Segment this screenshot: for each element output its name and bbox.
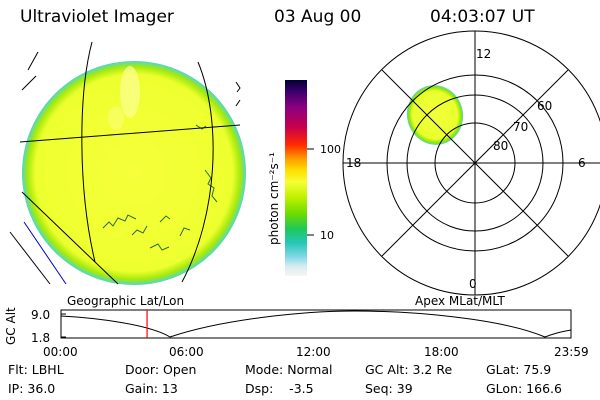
lon-line [181, 61, 214, 283]
seq-status: Seq: 39 [365, 381, 413, 396]
glat-status: GLat: 75.9 [486, 362, 552, 377]
coastline [21, 51, 241, 107]
filter-status: Flt: LBHL [8, 362, 64, 377]
mlt-label-0: 0 [469, 277, 477, 291]
time-label: 04:03:07 UT [430, 7, 535, 27]
timeline-tick-0000: 00:00 [43, 345, 78, 359]
instrument-title: Ultraviolet Imager [20, 7, 174, 27]
timeline-y-top: 9.0 [31, 308, 51, 322]
geographic-image [9, 41, 246, 285]
lon-line [9, 231, 51, 285]
lat-label-80: 80 [493, 139, 509, 153]
dsp-status: Dsp: -3.5 [245, 381, 314, 396]
altitude-curve [60, 310, 572, 338]
bright-patch [120, 66, 140, 118]
apex-label: Apex MLat/MLT [415, 294, 505, 308]
lat-label-70: 70 [513, 120, 529, 134]
colorbar-unit-label: photon cm⁻²s⁻¹ [267, 152, 281, 245]
ip-status: IP: 36.0 [8, 381, 56, 396]
mlt-label-18: 18 [346, 156, 362, 170]
mode-status: Mode: Normal [245, 362, 333, 377]
timeline-tick-2359: 23:59 [554, 345, 589, 359]
colorbar [285, 80, 314, 276]
colorbar-gradient [285, 80, 307, 276]
timeline-y-bottom: 1.8 [31, 331, 51, 345]
colorbar-tick-10: 10 [320, 229, 334, 242]
timeline-frame [60, 309, 572, 339]
timeline-tick-1200: 12:00 [296, 345, 331, 359]
colorbar-tick-100: 100 [320, 143, 341, 156]
polar-plot [342, 30, 600, 296]
door-status: Door: Open [125, 362, 197, 377]
lon-line [21, 191, 119, 285]
geographic-label: Geographic Lat/Lon [67, 294, 185, 308]
earth-disk [22, 61, 246, 285]
mlt-label-12: 12 [476, 47, 492, 61]
blue-line [23, 221, 67, 285]
glon-status: GLon: 166.6 [486, 381, 562, 396]
lat-label-60: 60 [537, 99, 553, 113]
timeline-axis-label: GC Alt [4, 307, 18, 345]
lon-line [81, 41, 96, 263]
lat-line [19, 124, 241, 143]
date-label: 03 Aug 00 [274, 7, 362, 27]
mlt-label-6: 6 [578, 156, 586, 170]
timeline-tick-0600: 06:00 [169, 345, 204, 359]
gc-alt-status: GC Alt: 3.2 Re [365, 362, 453, 377]
altitude-timeline [60, 309, 572, 339]
gain-status: Gain: 13 [125, 381, 178, 396]
timeline-tick-1800: 18:00 [424, 345, 459, 359]
